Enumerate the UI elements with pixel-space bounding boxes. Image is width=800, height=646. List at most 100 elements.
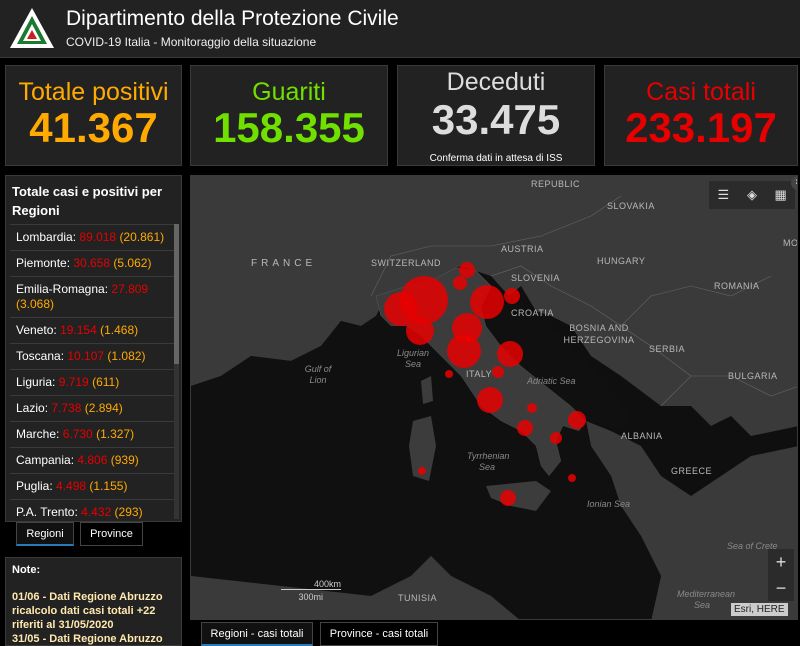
map-label-albania: ALBANIA <box>621 431 663 441</box>
card-value: 33.475 <box>431 96 561 143</box>
case-bubble[interactable] <box>470 285 504 319</box>
list-item[interactable]: Toscana: 10.107 (1.082) <box>10 343 175 369</box>
card-guariti: Guariti 158.355 <box>190 65 388 166</box>
list-scrollbar-track[interactable] <box>174 224 179 519</box>
legend-list-icon[interactable]: ☰ <box>717 187 730 202</box>
region-positive: (1.327) <box>96 427 135 441</box>
list-item[interactable]: Campania: 4.806 (939) <box>10 447 175 473</box>
card-casi-totali: Casi totali 233.197 <box>604 65 798 166</box>
regions-list-title: Totale casi e positivi per Regioni <box>12 184 163 218</box>
list-item[interactable]: Lombardia: 89.018 (20.861) <box>10 224 175 250</box>
map-toolbar: ☰ ◈ ▦ <box>709 181 795 209</box>
tab-regioni[interactable]: Regioni <box>16 522 74 546</box>
regions-list[interactable]: Lombardia: 89.018 (20.861) Piemonte: 30.6… <box>10 224 175 521</box>
list-scrollbar-thumb[interactable] <box>174 224 179 364</box>
case-bubble[interactable] <box>500 490 516 506</box>
case-bubble[interactable] <box>568 474 576 482</box>
case-bubble[interactable] <box>527 403 537 413</box>
map-label-mo: MO <box>783 238 798 248</box>
region-total: 7.738 <box>51 401 82 415</box>
list-item[interactable]: Liguria: 9.719 (611) <box>10 369 175 395</box>
region-total: 6.730 <box>62 427 93 441</box>
regions-list-panel: Totale casi e positivi per Regioni Lomba… <box>5 175 182 522</box>
sea-label-mediterranean: Mediterranean Sea <box>677 589 736 610</box>
region-total: 19.154 <box>60 323 97 337</box>
region-name: Puglia: <box>16 479 53 493</box>
map-label-switzerland: SWITZERLAND <box>371 258 442 268</box>
case-bubble[interactable] <box>459 262 475 278</box>
case-bubble[interactable] <box>477 387 503 413</box>
case-bubble[interactable] <box>568 411 586 429</box>
map-label-serbia: SERBIA <box>649 344 686 354</box>
card-label: Totale positivi <box>18 78 169 106</box>
case-bubble[interactable] <box>406 317 434 345</box>
card-value: 233.197 <box>625 104 777 151</box>
case-bubble[interactable] <box>517 420 533 436</box>
list-item[interactable]: Puglia: 4.498 (1.155) <box>10 473 175 499</box>
layers-icon[interactable]: ◈ <box>746 187 757 202</box>
map-label-austria: AUSTRIA <box>501 244 544 254</box>
region-name: Veneto: <box>16 323 57 337</box>
region-name: P.A. Trento: <box>16 505 78 519</box>
region-name: Emilia-Romagna: <box>16 282 109 296</box>
card-value: 158.355 <box>213 104 365 151</box>
notes-panel: Note: 01/06 - Dati Regione Abruzzo rical… <box>5 557 182 646</box>
case-bubble[interactable] <box>418 467 426 475</box>
region-total: 30.658 <box>73 256 111 270</box>
list-item[interactable]: Marche: 6.730 (1.327) <box>10 421 175 447</box>
region-total: 4.806 <box>77 453 108 467</box>
list-item[interactable]: Piemonte: 30.658 (5.062) <box>10 250 175 276</box>
case-bubble[interactable] <box>550 432 562 444</box>
zoom-in-button[interactable]: + <box>775 552 787 572</box>
region-positive: (1.468) <box>100 323 139 337</box>
map-label-tunisia: TUNISIA <box>398 593 438 603</box>
map-view[interactable]: REPUBLIC SLOVAKIA AUSTRIA HUNGARY FRANCE… <box>190 175 798 620</box>
map-label-bosnia: BOSNIA AND HERZEGOVINA <box>563 323 635 345</box>
scale-km: 400km <box>281 579 341 590</box>
tab-regioni-casi-totali[interactable]: Regioni - casi totali <box>201 622 313 646</box>
case-bubble[interactable] <box>504 288 520 304</box>
region-positive: (5.062) <box>113 256 152 270</box>
card-totale-positivi: Totale positivi 41.367 <box>5 65 182 166</box>
case-bubble[interactable] <box>384 292 418 326</box>
region-name: Liguria: <box>16 375 56 389</box>
case-bubble[interactable] <box>497 341 523 367</box>
notes-text: 01/06 - Dati Regione Abruzzo ricalcolo d… <box>12 591 163 631</box>
sea-label-ionian: Ionian Sea <box>587 499 631 509</box>
sea-label-adriatic: Adriatic Sea <box>527 376 576 386</box>
map-label-slovakia: SLOVAKIA <box>607 201 655 211</box>
region-positive: (611) <box>92 375 120 389</box>
close-icon[interactable]: × <box>791 176 797 190</box>
zoom-control: + − <box>768 549 794 601</box>
region-name: Lazio: <box>16 401 49 415</box>
region-positive: (939) <box>110 453 139 467</box>
map-label-croatia: CROATIA <box>511 308 554 318</box>
list-item[interactable]: P.A. Trento: 4.432 (293) <box>10 499 175 521</box>
card-label: Casi totali <box>646 78 756 106</box>
case-bubble[interactable] <box>492 366 504 378</box>
list-item[interactable]: Veneto: 19.154 (1.468) <box>10 317 175 343</box>
card-label: Guariti <box>252 78 326 106</box>
region-name: Piemonte: <box>16 256 71 270</box>
list-item[interactable]: Emilia-Romagna: 27.809 (3.068) <box>10 276 175 317</box>
case-bubble[interactable] <box>447 334 481 368</box>
region-positive: (293) <box>114 505 143 519</box>
sea-label-gulf-lion: Gulf of Lion <box>304 364 332 385</box>
card-deceduti: Deceduti 33.475 Conferma dati in attesa … <box>397 65 595 166</box>
list-item[interactable]: Lazio: 7.738 (2.894) <box>10 395 175 421</box>
region-name: Campania: <box>16 453 75 467</box>
header-bar: Dipartimento della Protezione Civile COV… <box>0 0 800 58</box>
map-scale: 400km 300mi <box>281 579 341 602</box>
region-total: 89.018 <box>79 230 117 244</box>
region-total: 9.719 <box>58 375 89 389</box>
qr-code-icon[interactable]: ▦ <box>774 187 787 202</box>
sea-label-tyrrhenian: Tyrrhenian Sea <box>467 451 510 472</box>
tab-province[interactable]: Province <box>80 522 143 546</box>
case-bubble[interactable] <box>453 276 467 290</box>
map-label-greece: GREECE <box>671 466 713 476</box>
case-bubble[interactable] <box>445 370 453 378</box>
zoom-out-button[interactable]: − <box>775 578 787 598</box>
card-note: Conferma dati in attesa di ISS <box>429 153 563 164</box>
region-total: 4.498 <box>56 479 87 493</box>
tab-province-casi-totali[interactable]: Province - casi totali <box>320 622 438 646</box>
